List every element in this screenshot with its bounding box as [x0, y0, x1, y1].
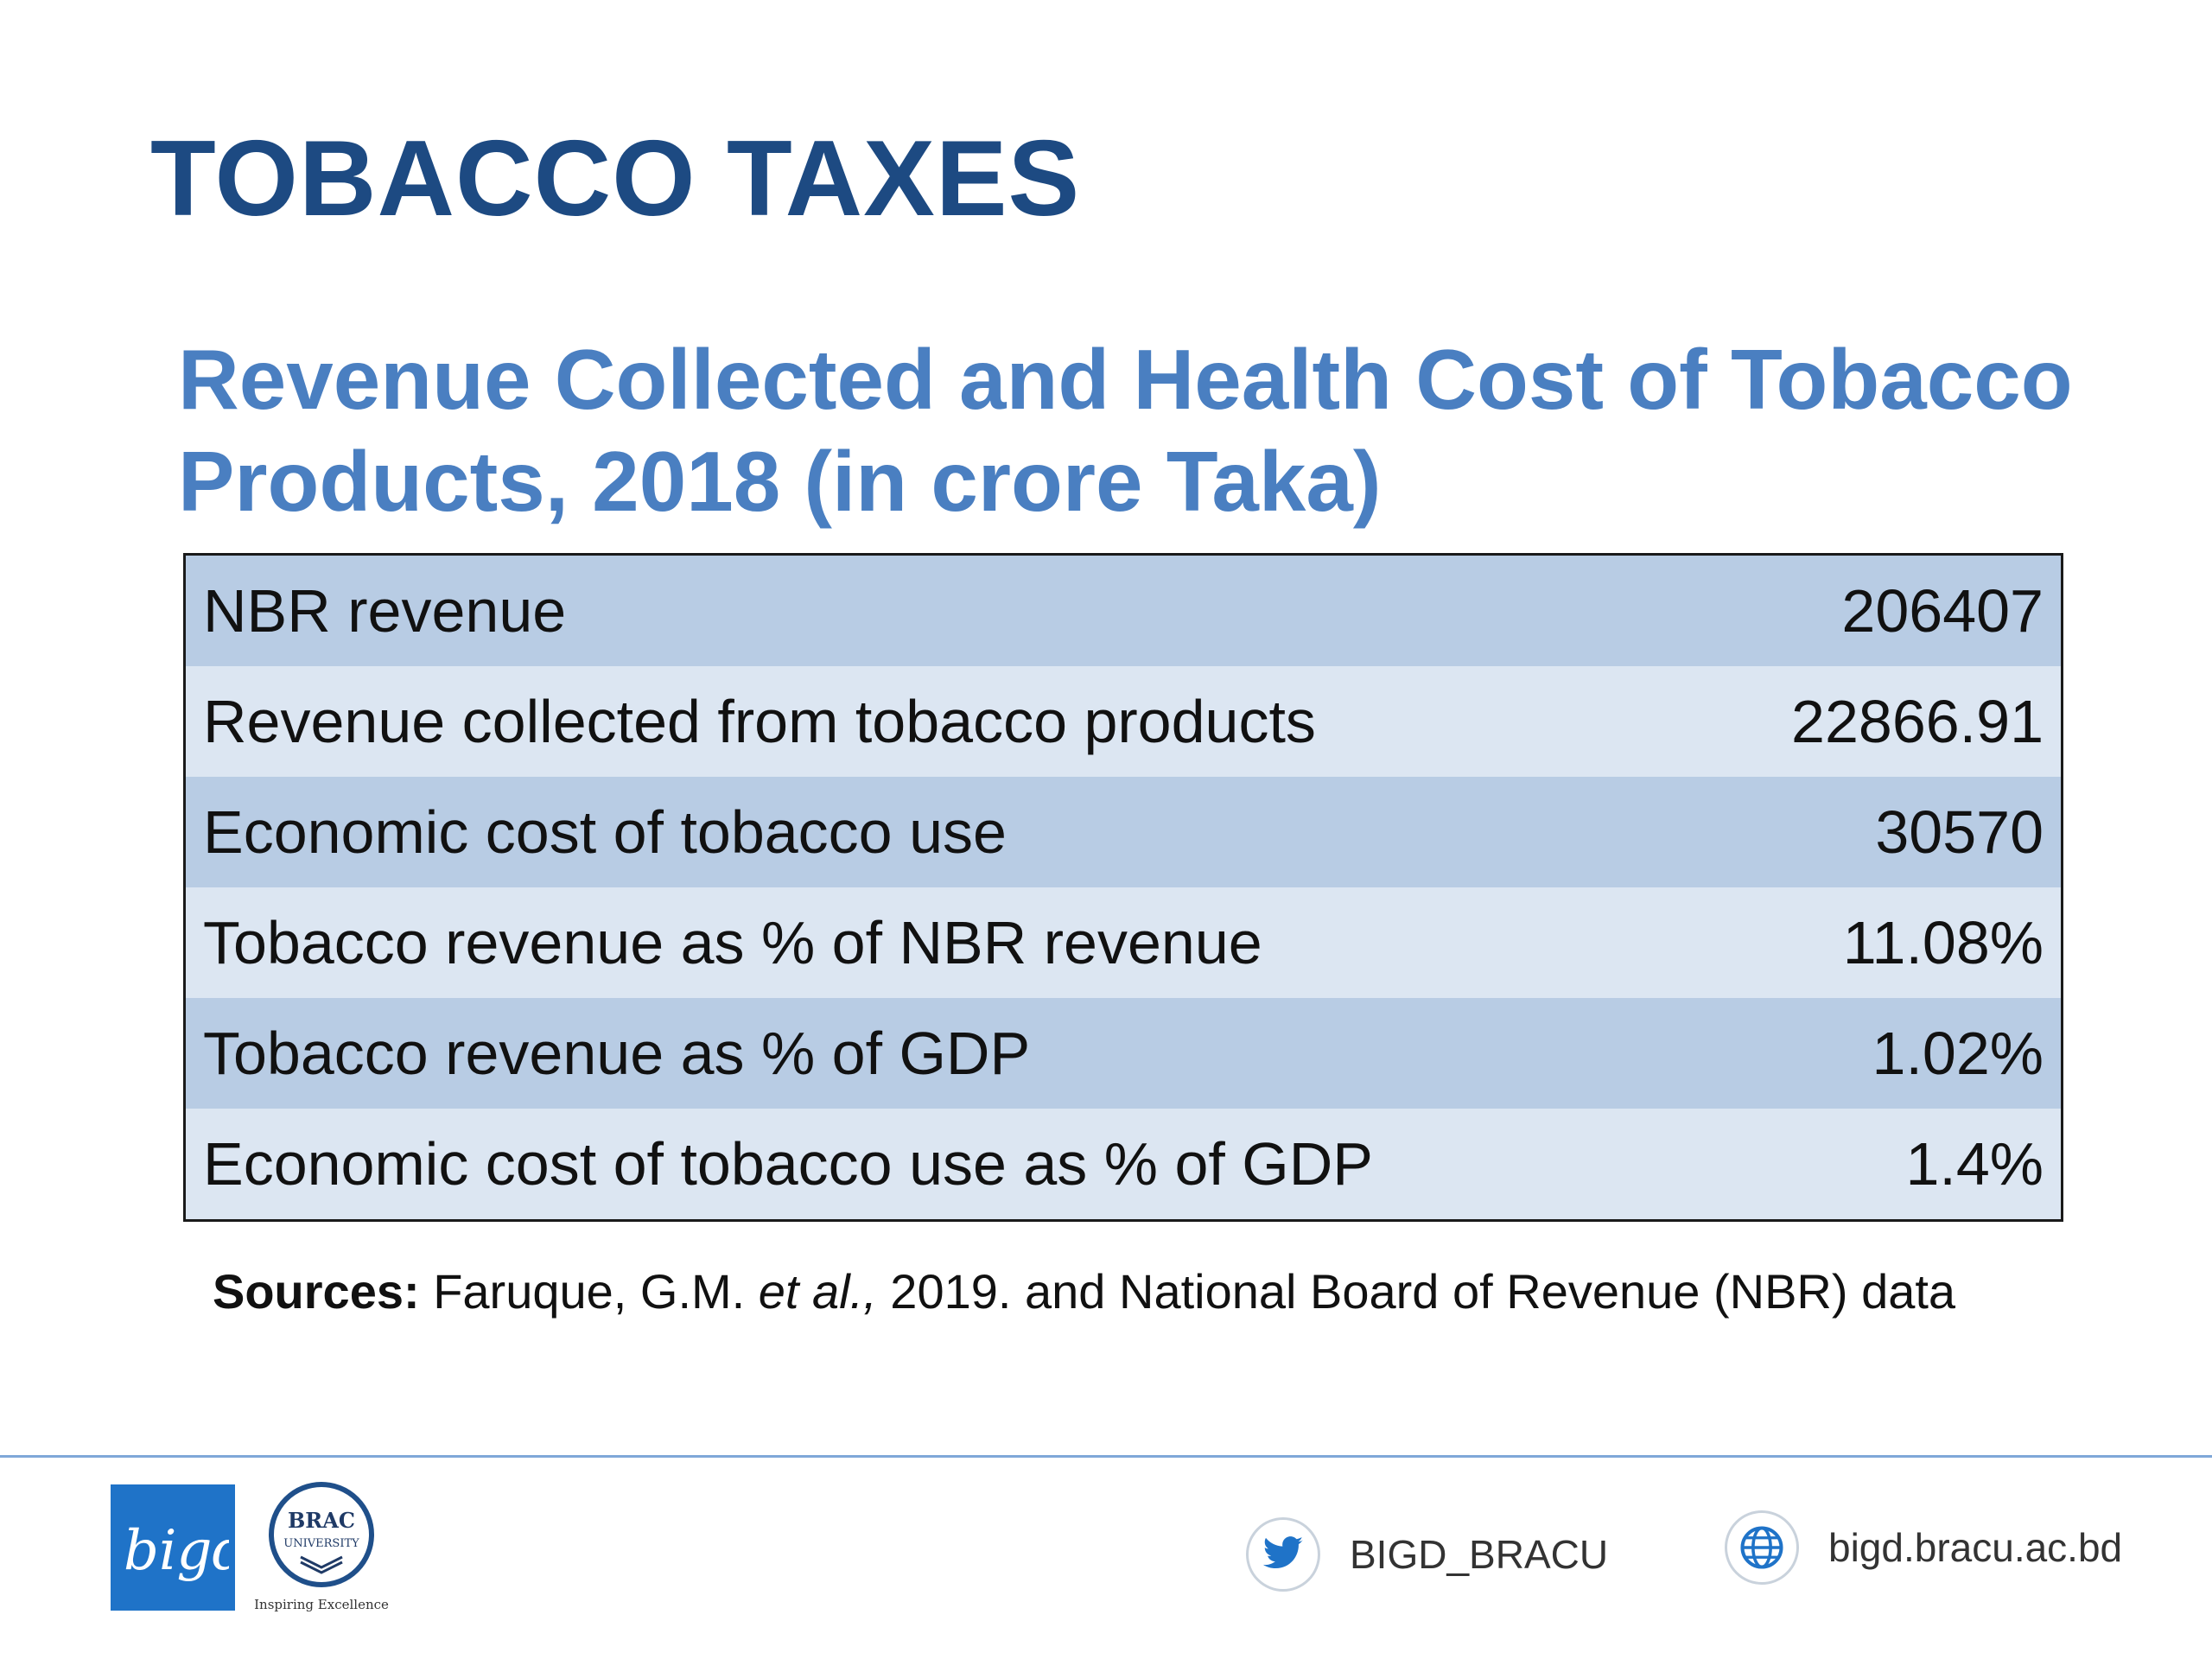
table-row: Economic cost of tobacco use 30570	[186, 777, 2061, 887]
row-value: 1.02%	[1872, 1020, 2044, 1087]
sources-text: Faruque, G.M.	[419, 1264, 759, 1319]
sources-text-end: 2019. and National Board of Revenue (NBR…	[876, 1264, 1956, 1319]
brac-logo-mark: BRAC UNIVERSITY Inspiring Excellence	[254, 1482, 389, 1612]
table-row: Tobacco revenue as % of GDP 1.02%	[186, 998, 2061, 1109]
bigd-logo: bigd	[111, 1484, 235, 1611]
row-label: Revenue collected from tobacco products	[203, 688, 1316, 755]
website-url: bigd.bracu.ac.bd	[1828, 1525, 2123, 1570]
row-label: Tobacco revenue as % of NBR revenue	[203, 909, 1262, 976]
row-label: Economic cost of tobacco use	[203, 798, 1007, 866]
brac-logo-line1: BRAC	[288, 1508, 355, 1533]
row-label: Tobacco revenue as % of GDP	[203, 1020, 1031, 1087]
brac-logo-line2: UNIVERSITY	[283, 1537, 359, 1550]
footer-divider	[0, 1455, 2212, 1458]
row-label: NBR revenue	[203, 577, 567, 645]
bigd-logo-text: bigd	[124, 1519, 229, 1583]
row-label: Economic cost of tobacco use as % of GDP	[203, 1130, 1373, 1198]
twitter-icon	[1246, 1517, 1320, 1592]
website-link[interactable]: bigd.bracu.ac.bd	[1725, 1510, 2122, 1585]
row-value: 11.08%	[1842, 909, 2044, 976]
globe-icon	[1725, 1510, 1799, 1585]
slide-title: TOBACCO TAXES	[150, 119, 1081, 238]
table-row: Tobacco revenue as % of NBR revenue 11.0…	[186, 887, 2061, 998]
row-value: 30570	[1875, 798, 2044, 866]
row-value: 1.4%	[1905, 1130, 2044, 1198]
row-value: 22866.91	[1791, 688, 2044, 755]
revenue-table: NBR revenue 206407 Revenue collected fro…	[183, 553, 2063, 1222]
slide-subtitle: Revenue Collected and Health Cost of Tob…	[178, 332, 2073, 529]
sources-note: Sources: Faruque, G.M. et al., 2019. and…	[213, 1263, 1955, 1319]
sources-italic: et al.,	[758, 1264, 877, 1319]
table-row: NBR revenue 206407	[186, 556, 2061, 666]
brac-university-logo: BRAC UNIVERSITY Inspiring Excellence	[249, 1478, 396, 1616]
row-value: 206407	[1841, 577, 2044, 645]
bigd-logo-mark: bigd	[124, 1519, 229, 1583]
brac-tagline: Inspiring Excellence	[254, 1597, 389, 1612]
twitter-link[interactable]: BIGD_BRACU	[1246, 1517, 1608, 1592]
twitter-handle: BIGD_BRACU	[1350, 1532, 1609, 1577]
table-row: Economic cost of tobacco use as % of GDP…	[186, 1109, 2061, 1219]
table-row: Revenue collected from tobacco products …	[186, 666, 2061, 777]
sources-label: Sources:	[213, 1264, 420, 1319]
